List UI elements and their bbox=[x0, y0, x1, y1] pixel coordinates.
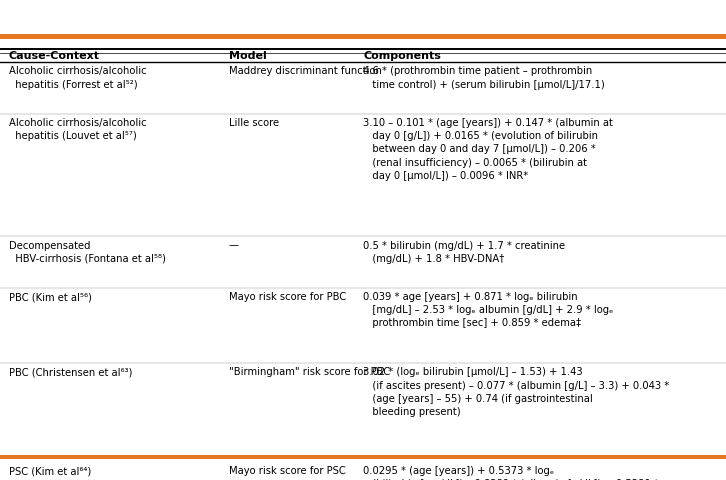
Text: PBC (Christensen et al⁶³): PBC (Christensen et al⁶³) bbox=[9, 367, 132, 377]
Text: Model: Model bbox=[229, 50, 266, 60]
Text: Decompensated
  HBV-cirrhosis (Fontana et al⁵⁸): Decompensated HBV-cirrhosis (Fontana et … bbox=[9, 240, 166, 264]
Text: Lille score: Lille score bbox=[229, 118, 279, 128]
Text: 0.0295 * (age [years]) + 0.5373 * logₑ
   (bilirubin [mg/dL]) – 0.8389 * (albumi: 0.0295 * (age [years]) + 0.5373 * logₑ (… bbox=[363, 466, 663, 480]
Text: Medscape®: Medscape® bbox=[9, 9, 106, 24]
Text: 0.039 * age [years] + 0.871 * logₑ bilirubin
   [mg/dL] – 2.53 * logₑ albumin [g: 0.039 * age [years] + 0.871 * logₑ bilir… bbox=[363, 292, 613, 328]
Text: www.medscape.com: www.medscape.com bbox=[152, 10, 274, 23]
Text: PBC (Kim et al⁵⁶): PBC (Kim et al⁵⁶) bbox=[9, 292, 91, 302]
Text: Maddrey discriminant function: Maddrey discriminant function bbox=[229, 66, 382, 76]
Text: Source: Semin Liver Dis © 2008 Thieme Medical Publishers: Source: Semin Liver Dis © 2008 Thieme Me… bbox=[461, 466, 717, 475]
Text: "Birmingham" risk score for PBC: "Birmingham" risk score for PBC bbox=[229, 367, 390, 377]
Bar bbox=[0, 455, 726, 459]
Text: —: — bbox=[229, 240, 239, 251]
Text: Components: Components bbox=[363, 50, 441, 60]
Text: 0.5 * bilirubin (mg/dL) + 1.7 * creatinine
   (mg/dL) + 1.8 * HBV-DNA†: 0.5 * bilirubin (mg/dL) + 1.7 * creatini… bbox=[363, 240, 565, 264]
Text: 3.02 * (logₑ bilirubin [μmol/L] – 1.53) + 1.43
   (if ascites present) – 0.077 *: 3.02 * (logₑ bilirubin [μmol/L] – 1.53) … bbox=[363, 367, 669, 417]
Bar bbox=[0, 34, 726, 39]
Text: PSC (Kim et al⁶⁴): PSC (Kim et al⁶⁴) bbox=[9, 466, 91, 476]
Text: Mayo risk score for PBC: Mayo risk score for PBC bbox=[229, 292, 346, 302]
Text: Alcoholic cirrhosis/alcoholic
  hepatitis (Louvet et al⁵⁷): Alcoholic cirrhosis/alcoholic hepatitis … bbox=[9, 118, 147, 141]
Text: 4.6 * (prothrombin time patient – prothrombin
   time control) + (serum bilirubi: 4.6 * (prothrombin time patient – prothr… bbox=[363, 66, 605, 90]
Text: 3.10 – 0.101 * (age [years]) + 0.147 * (albumin at
   day 0 [g/L]) + 0.0165 * (e: 3.10 – 0.101 * (age [years]) + 0.147 * (… bbox=[363, 118, 613, 181]
Text: Mayo risk score for PSC: Mayo risk score for PSC bbox=[229, 466, 346, 476]
Text: Cause-Context: Cause-Context bbox=[9, 50, 99, 60]
Text: Alcoholic cirrhosis/alcoholic
  hepatitis (Forrest et al⁵²): Alcoholic cirrhosis/alcoholic hepatitis … bbox=[9, 66, 147, 90]
